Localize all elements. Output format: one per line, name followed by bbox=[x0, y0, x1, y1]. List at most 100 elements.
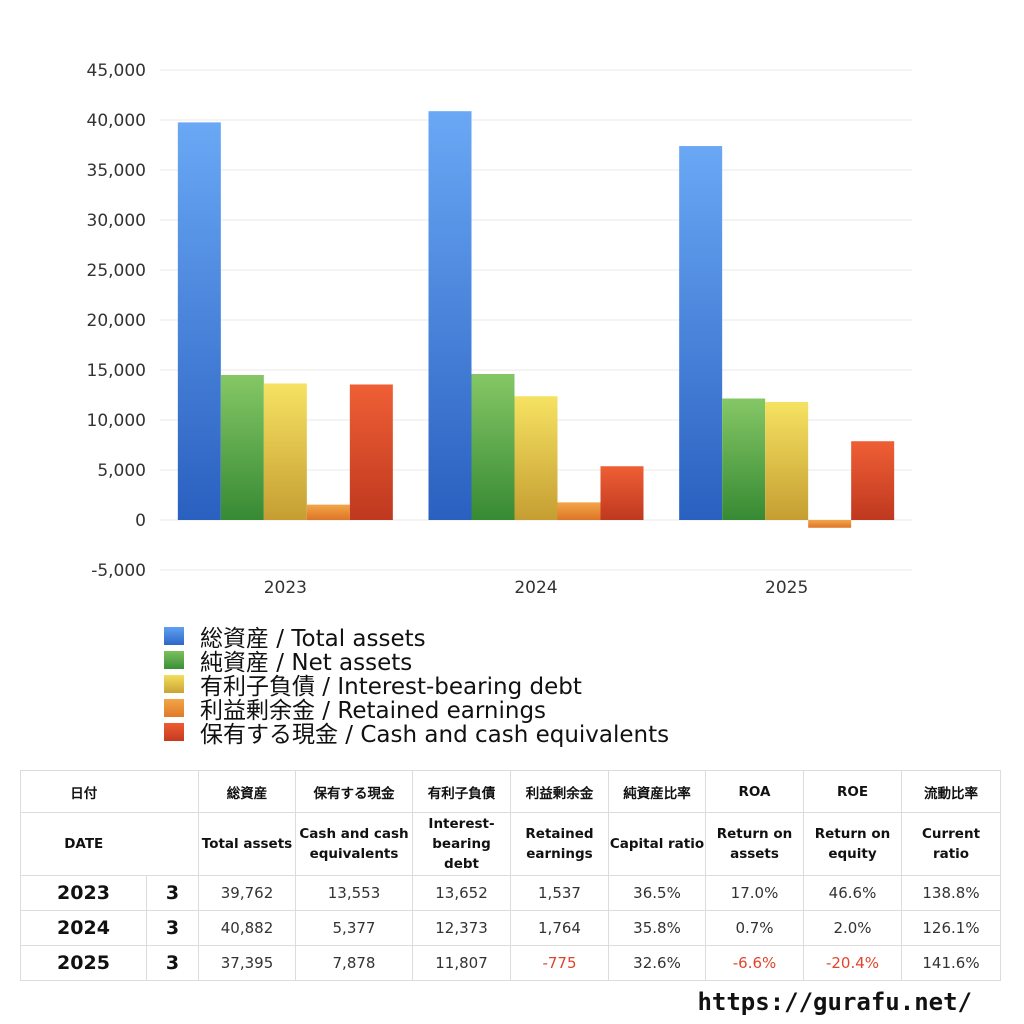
legend-label: 有利子負債 / Interest-bearing debt bbox=[200, 674, 582, 700]
bar-2024-series-2 bbox=[514, 396, 558, 520]
header-current-ratio-ja: 流動比率 bbox=[901, 770, 1001, 813]
legend-label: 総資産 / Total assets bbox=[200, 626, 426, 652]
cell-roa: 17.0% bbox=[705, 875, 804, 911]
table-row: 2025 3 37,395 7,878 11,807 -775 32.6% -6… bbox=[20, 945, 1001, 981]
y-tick-label: 40,000 bbox=[87, 111, 146, 131]
legend: 総資産 / Total assets 純資産 / Net assets 有利子負… bbox=[164, 624, 669, 748]
header-date-en: DATE bbox=[20, 812, 147, 876]
row-months: 3 bbox=[146, 945, 199, 981]
cell-roe: 46.6% bbox=[803, 875, 902, 911]
cell-retained: -775 bbox=[510, 945, 609, 981]
x-tick-label: 2023 bbox=[264, 578, 307, 598]
y-tick-label: 20,000 bbox=[87, 311, 146, 331]
bar-2024-series-3 bbox=[557, 502, 601, 520]
header-date-ja: 日付 bbox=[20, 770, 147, 813]
y-tick-label: 15,000 bbox=[87, 361, 146, 381]
cell-debt: 11,807 bbox=[412, 945, 511, 981]
header-total-assets-en: Total assets bbox=[198, 812, 296, 876]
cell-total-assets: 39,762 bbox=[198, 875, 296, 911]
header-roe: ROE bbox=[803, 770, 902, 813]
bar-2025-series-3 bbox=[808, 520, 852, 528]
y-tick-label: 45,000 bbox=[87, 61, 146, 81]
x-axis-ticks: 2023 2024 2025 bbox=[264, 578, 809, 598]
legend-item-retained-earnings: 利益剰余金 / Retained earnings bbox=[164, 696, 669, 724]
cell-roe: -20.4% bbox=[803, 945, 902, 981]
header-capital-ratio-en: Capital ratio bbox=[608, 812, 706, 876]
row-year: 2023 bbox=[20, 875, 147, 911]
cell-retained: 1,764 bbox=[510, 910, 609, 946]
y-tick-label: 30,000 bbox=[87, 211, 146, 231]
header-cash-en: Cash and cash equivalents bbox=[295, 812, 413, 876]
header-spacer bbox=[146, 770, 199, 813]
legend-item-interest-bearing-debt: 有利子負債 / Interest-bearing debt bbox=[164, 672, 669, 700]
x-tick-label: 2024 bbox=[514, 578, 557, 598]
header-capital-ratio-ja: 純資産比率 bbox=[608, 770, 706, 813]
bar-2023-series-3 bbox=[306, 504, 350, 520]
cell-debt: 12,373 bbox=[412, 910, 511, 946]
legend-swatch bbox=[164, 627, 184, 645]
y-axis-ticks: 45,000 40,000 35,000 30,000 25,000 20,000 15,0… bbox=[87, 61, 146, 581]
header-retained-ja: 利益剰余金 bbox=[510, 770, 609, 813]
table-header-en: DATE Total assets Cash and cash equivale… bbox=[20, 812, 1001, 876]
cell-cash: 7,878 bbox=[295, 945, 413, 981]
legend-label: 保有する現金 / Cash and cash equivalents bbox=[200, 722, 670, 748]
row-year: 2025 bbox=[20, 945, 147, 981]
bar-2023-series-4 bbox=[349, 384, 393, 520]
bar-2024-series-1 bbox=[471, 374, 515, 520]
cell-current-ratio: 138.8% bbox=[901, 875, 1001, 911]
cell-capital-ratio: 35.8% bbox=[608, 910, 706, 946]
y-tick-label: 35,000 bbox=[87, 161, 146, 181]
header-roe-en: Return on equity bbox=[803, 812, 902, 876]
table-header-ja: 日付 総資産 保有する現金 有利子負債 利益剰余金 純資産比率 ROA ROE … bbox=[20, 770, 1001, 813]
header-roa: ROA bbox=[705, 770, 804, 813]
y-tick-label: 5,000 bbox=[97, 461, 146, 481]
bar-2025-series-2 bbox=[765, 401, 809, 520]
legend-item-net-assets: 純資産 / Net assets bbox=[164, 648, 669, 676]
bar-2023-series-2 bbox=[263, 383, 307, 520]
cell-cash: 5,377 bbox=[295, 910, 413, 946]
cell-roa: -6.6% bbox=[705, 945, 804, 981]
legend-swatch bbox=[164, 675, 184, 693]
cell-roe: 2.0% bbox=[803, 910, 902, 946]
y-tick-label: 0 bbox=[135, 511, 146, 531]
legend-label: 利益剰余金 / Retained earnings bbox=[200, 698, 547, 724]
bar-2025-series-0 bbox=[679, 146, 723, 521]
table-row: 2023 3 39,762 13,553 13,652 1,537 36.5% … bbox=[20, 875, 1001, 911]
row-months: 3 bbox=[146, 875, 199, 911]
y-tick-label: -5,000 bbox=[91, 561, 146, 581]
row-year: 2024 bbox=[20, 910, 147, 946]
bar-2023-series-0 bbox=[177, 122, 221, 520]
header-cash-ja: 保有する現金 bbox=[295, 770, 413, 813]
header-debt-en: Interest-bearing debt bbox=[412, 812, 511, 876]
bar-2025-series-1 bbox=[722, 398, 766, 520]
cell-capital-ratio: 36.5% bbox=[608, 875, 706, 911]
legend-item-total-assets: 総資産 / Total assets bbox=[164, 624, 669, 652]
x-tick-label: 2025 bbox=[765, 578, 808, 598]
header-spacer bbox=[146, 812, 199, 876]
cell-retained: 1,537 bbox=[510, 875, 609, 911]
bar-2024-series-4 bbox=[600, 466, 644, 520]
y-tick-label: 10,000 bbox=[87, 411, 146, 431]
header-total-assets-ja: 総資産 bbox=[198, 770, 296, 813]
site-url[interactable]: https://gurafu.net/ bbox=[697, 988, 972, 1016]
header-debt-ja: 有利子負債 bbox=[412, 770, 511, 813]
cell-capital-ratio: 32.6% bbox=[608, 945, 706, 981]
cell-current-ratio: 141.6% bbox=[901, 945, 1001, 981]
table-row: 2024 3 40,882 5,377 12,373 1,764 35.8% 0… bbox=[20, 910, 1001, 946]
bar-2024-series-0 bbox=[428, 111, 472, 521]
legend-swatch bbox=[164, 651, 184, 669]
legend-swatch bbox=[164, 699, 184, 717]
header-retained-en: Retained earnings bbox=[510, 812, 609, 876]
cell-current-ratio: 126.1% bbox=[901, 910, 1001, 946]
bars bbox=[177, 111, 895, 528]
bar-2025-series-4 bbox=[851, 441, 895, 520]
row-months: 3 bbox=[146, 910, 199, 946]
legend-swatch bbox=[164, 723, 184, 741]
legend-item-cash: 保有する現金 / Cash and cash equivalents bbox=[164, 720, 669, 748]
cell-cash: 13,553 bbox=[295, 875, 413, 911]
header-roa-en: Return on assets bbox=[705, 812, 804, 876]
bar-2023-series-1 bbox=[220, 375, 264, 520]
header-current-ratio-en: Current ratio bbox=[901, 812, 1001, 876]
cell-total-assets: 40,882 bbox=[198, 910, 296, 946]
y-tick-label: 25,000 bbox=[87, 261, 146, 281]
